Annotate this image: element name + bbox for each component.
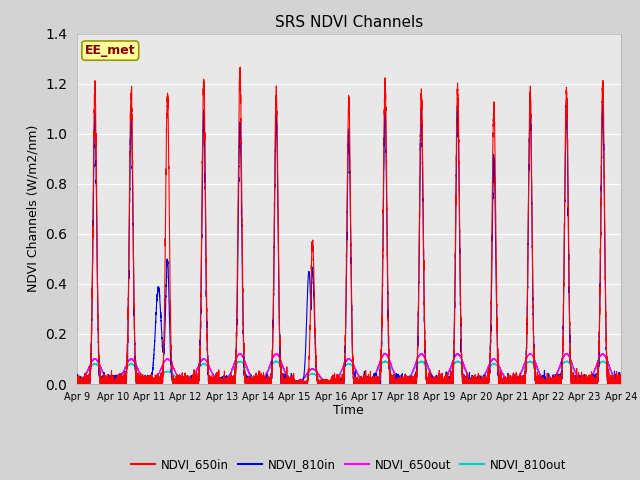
Text: EE_met: EE_met xyxy=(85,44,136,57)
Y-axis label: NDVI Channels (W/m2/nm): NDVI Channels (W/m2/nm) xyxy=(26,125,40,292)
Title: SRS NDVI Channels: SRS NDVI Channels xyxy=(275,15,423,30)
Legend: NDVI_650in, NDVI_810in, NDVI_650out, NDVI_810out: NDVI_650in, NDVI_810in, NDVI_650out, NDV… xyxy=(126,454,572,476)
X-axis label: Time: Time xyxy=(333,405,364,418)
